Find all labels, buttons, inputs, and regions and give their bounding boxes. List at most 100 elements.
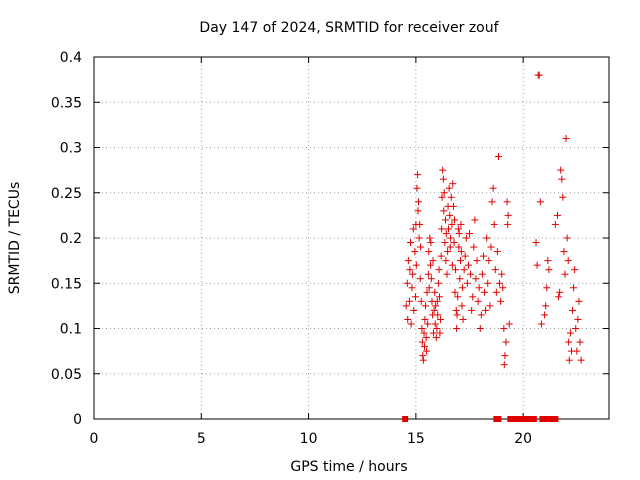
data-point xyxy=(423,288,431,296)
data-point xyxy=(433,325,441,332)
y-tick-label: 0.15 xyxy=(51,276,82,292)
data-point xyxy=(427,239,435,247)
data-point xyxy=(433,297,441,305)
data-point xyxy=(555,293,563,301)
data-point xyxy=(461,252,469,260)
data-point xyxy=(545,266,553,274)
data-point xyxy=(405,297,413,305)
data-point xyxy=(420,343,428,351)
data-point xyxy=(467,270,475,278)
data-point xyxy=(481,288,489,296)
data-point xyxy=(411,293,419,301)
data-point xyxy=(475,284,483,292)
data-point xyxy=(488,198,496,206)
data-point xyxy=(505,320,513,328)
data-point xyxy=(430,306,438,314)
data-point xyxy=(460,266,468,274)
data-point xyxy=(411,248,419,256)
y-tick-label: 0.4 xyxy=(60,50,82,66)
data-point xyxy=(439,166,447,174)
data-point xyxy=(454,293,462,301)
data-point xyxy=(437,315,445,323)
data-point xyxy=(443,270,451,278)
data-point xyxy=(562,134,570,142)
data-point xyxy=(446,211,454,219)
data-point xyxy=(507,416,514,422)
data-point xyxy=(449,202,457,210)
data-point xyxy=(434,279,442,287)
data-point xyxy=(522,416,529,422)
data-point xyxy=(414,171,422,179)
data-point xyxy=(440,207,448,215)
data-point xyxy=(559,193,567,201)
data-point xyxy=(438,225,446,233)
data-point xyxy=(479,252,487,260)
data-point xyxy=(497,297,505,305)
data-point xyxy=(474,297,482,305)
data-point xyxy=(418,325,426,332)
data-point xyxy=(414,207,422,215)
data-point xyxy=(498,270,506,278)
data-point xyxy=(471,216,479,224)
data-point xyxy=(436,329,444,337)
data-point xyxy=(459,315,467,323)
data-point xyxy=(478,270,486,278)
data-point xyxy=(432,302,440,310)
data-point xyxy=(504,220,512,228)
data-point xyxy=(456,275,464,283)
data-point xyxy=(539,416,546,422)
data-point xyxy=(455,229,463,237)
data-point xyxy=(416,220,424,228)
data-point xyxy=(404,315,412,323)
data-point xyxy=(511,416,518,422)
data-point xyxy=(501,352,509,360)
data-point xyxy=(552,416,559,422)
data-point xyxy=(491,266,499,274)
data-point xyxy=(454,225,462,233)
data-point xyxy=(536,198,544,206)
data-point xyxy=(442,229,450,237)
data-point xyxy=(419,356,427,364)
data-point xyxy=(435,266,443,274)
data-point xyxy=(503,198,511,206)
data-point xyxy=(412,261,420,269)
data-point xyxy=(556,288,564,296)
y-tick-label: 0.05 xyxy=(51,367,82,383)
data-point xyxy=(435,293,443,301)
data-point xyxy=(439,175,447,183)
data-point xyxy=(426,234,434,242)
data-point xyxy=(526,416,533,422)
data-point xyxy=(544,257,552,265)
data-point xyxy=(423,347,431,355)
y-tick-label: 0.2 xyxy=(60,231,82,247)
data-point xyxy=(533,261,541,269)
data-point xyxy=(429,329,437,337)
data-point xyxy=(404,257,412,265)
data-point xyxy=(519,416,526,422)
data-point xyxy=(482,306,490,314)
y-tick-label: 0.3 xyxy=(60,141,82,157)
data-point xyxy=(551,220,559,228)
x-tick-label: 5 xyxy=(197,431,206,447)
x-tick-label: 20 xyxy=(514,431,532,447)
data-point xyxy=(554,211,561,219)
data-point xyxy=(569,306,577,314)
data-point xyxy=(453,325,461,332)
data-point xyxy=(484,279,492,287)
data-point xyxy=(561,270,569,278)
data-point xyxy=(408,284,416,292)
data-point xyxy=(558,175,566,183)
data-point xyxy=(532,239,540,247)
data-point xyxy=(447,234,455,242)
data-point xyxy=(431,288,439,296)
data-point xyxy=(489,184,497,192)
data-point xyxy=(575,297,583,305)
data-point xyxy=(407,239,415,247)
data-point xyxy=(429,257,437,265)
data-point xyxy=(444,225,452,233)
data-point xyxy=(500,361,508,369)
data-point xyxy=(452,266,460,274)
data-point xyxy=(457,257,465,265)
data-point xyxy=(425,284,433,292)
data-point xyxy=(453,311,461,319)
